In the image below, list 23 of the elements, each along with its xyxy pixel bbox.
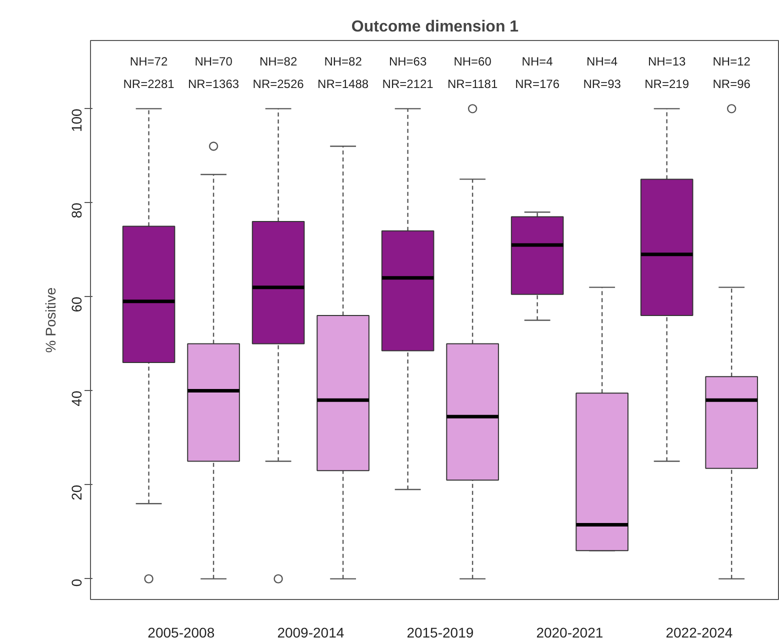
x-tick-label: 2015-2019 [406,624,474,640]
y-tick-label: 60 [68,296,84,312]
annotation: NH=63 NR=2121 [382,54,434,91]
annotation: NH=70 NR=1363 [188,54,240,91]
x-tick-label: 2009-2014 [277,624,344,640]
x-tick-label: 2020-2021 [536,624,604,640]
chart-title: Outcome dimension 1 [351,18,519,36]
annotation: NH=4 NR=93 [583,54,622,91]
y-tick-label: 0 [68,578,84,587]
y-tick-label: 100 [68,108,84,132]
annotation: NH=13 NR=219 [644,54,690,91]
annotation: NH=4 NR=176 [515,54,560,91]
y-axis-title: % Positive [42,287,58,353]
y-tick-label: 20 [68,484,84,500]
annotation: NH=82 NR=1488 [318,54,369,91]
y-tick-label: 40 [68,390,84,406]
annotation: NH=82 NR=2526 [252,54,304,91]
x-tick-label: 2022-2024 [666,624,733,640]
annotation: NH=60 NR=1181 [447,54,498,91]
annotation: NH=12 NR=96 [712,54,751,91]
y-tick-label: 80 [68,202,84,218]
x-tick-label: 2005-2008 [148,624,215,640]
annotation: NH=72 NR=2281 [123,54,175,91]
